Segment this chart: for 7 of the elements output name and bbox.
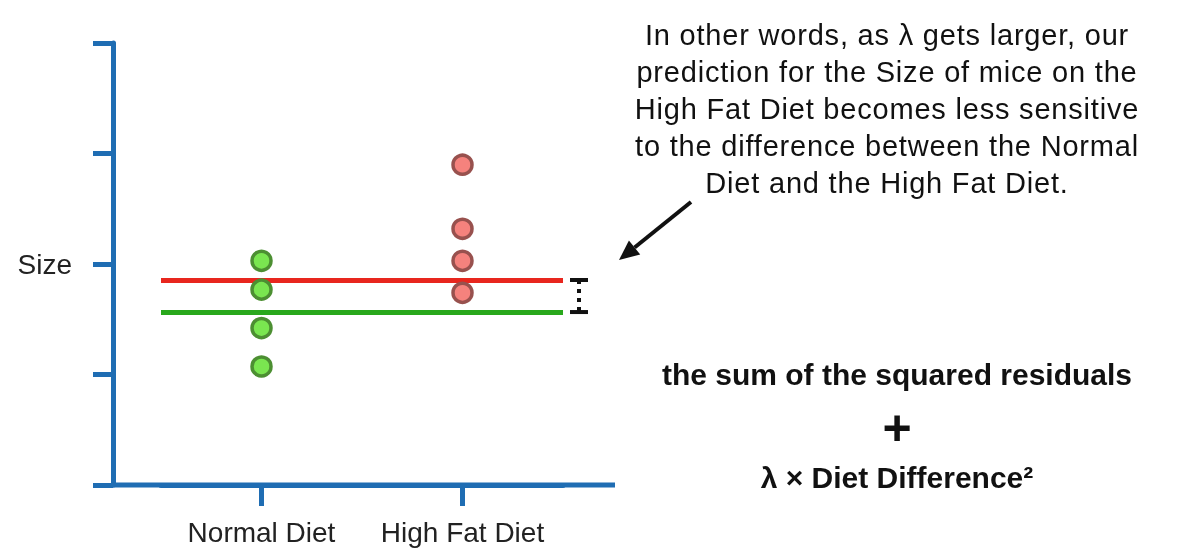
y-axis-title: Size — [17, 248, 72, 280]
x-tick-label: High Fat Diet — [380, 516, 545, 548]
text: + — [881, 400, 913, 456]
x-tick-label: Normal Diet — [187, 516, 336, 548]
text: In other words, as λ gets larger, our prediction for the Size of mice on the High Fat Diet becomes less sensitive to the difference between the Normal Diet and the High Fat Diet. — [633, 18, 1141, 201]
text: λ × Diet Difference² — [759, 460, 1035, 496]
text: the sum of the squared residuals — [660, 357, 1134, 393]
